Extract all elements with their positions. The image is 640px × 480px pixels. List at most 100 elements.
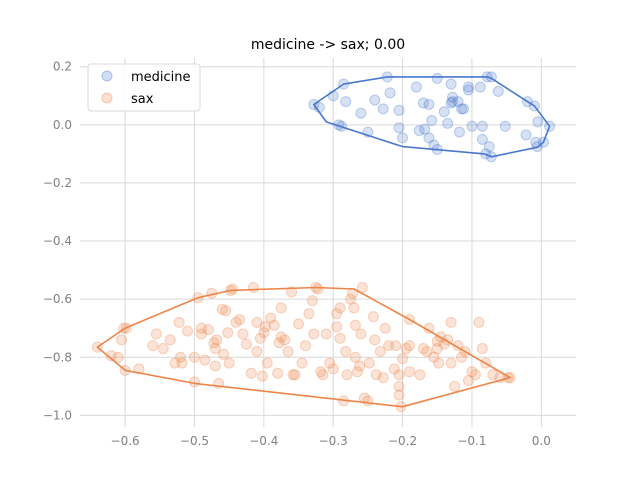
- sax-point: [175, 351, 187, 363]
- sax-point: [286, 286, 298, 298]
- y-tick-label: −0.2: [43, 176, 72, 190]
- y-tick-label: −1.0: [43, 408, 72, 422]
- sax-point: [324, 357, 336, 369]
- sax-point: [393, 389, 405, 401]
- sax-point: [395, 401, 407, 413]
- sax-point: [377, 372, 389, 384]
- medicine-point: [431, 72, 443, 84]
- sax-point: [275, 331, 287, 343]
- sax-point: [438, 338, 450, 350]
- sax-point: [223, 357, 235, 369]
- sax-point: [374, 345, 386, 357]
- medicine-point: [413, 125, 425, 137]
- medicine-point: [447, 91, 459, 103]
- medicine-point: [419, 123, 431, 135]
- sax-point: [414, 369, 426, 381]
- medicine-point: [393, 122, 405, 134]
- sax-point: [169, 357, 181, 369]
- sax-point: [487, 369, 499, 381]
- sax-point: [502, 372, 514, 384]
- medicine-point: [474, 81, 486, 93]
- medicine-point: [485, 151, 497, 163]
- sax-point: [216, 303, 228, 315]
- sax-point: [192, 292, 204, 304]
- sax-point: [354, 360, 366, 372]
- x-tick-label: −0.3: [319, 434, 348, 448]
- medicine-point: [483, 141, 495, 153]
- sax-point: [334, 302, 346, 314]
- sax-point: [251, 345, 263, 357]
- sax-point: [118, 322, 130, 334]
- sax-point: [199, 354, 211, 366]
- sax-point: [445, 357, 457, 369]
- data-points: [91, 71, 556, 413]
- medicine-point: [528, 100, 540, 112]
- sax-point: [473, 316, 485, 328]
- sax-point: [91, 341, 103, 353]
- sax-point: [435, 331, 447, 343]
- sax-point: [404, 340, 416, 352]
- y-tick-label: 0.0: [53, 118, 72, 132]
- sax-point: [331, 321, 343, 333]
- y-tick-label: −0.8: [43, 350, 72, 364]
- sax-point: [265, 312, 277, 324]
- sax-point: [338, 395, 350, 407]
- sax-point: [120, 322, 132, 334]
- medicine-point: [456, 103, 468, 115]
- sax-point: [390, 340, 402, 352]
- sax-point: [150, 328, 162, 340]
- medicine-point: [530, 136, 542, 148]
- sax-point: [195, 322, 207, 334]
- sax-point: [445, 316, 457, 328]
- sax-point: [452, 340, 464, 352]
- sax-point: [341, 369, 353, 381]
- sax-point: [279, 334, 291, 346]
- sax-point: [293, 318, 305, 330]
- sax-point: [400, 343, 412, 355]
- sax-point: [164, 334, 176, 346]
- sax-point: [206, 287, 218, 299]
- sax-hull: [96, 286, 511, 408]
- sax-point: [449, 380, 461, 392]
- sax-point: [254, 332, 266, 344]
- sax-point: [379, 322, 391, 334]
- sax-point: [209, 360, 221, 372]
- sax-point: [287, 369, 299, 381]
- medicine-point: [338, 78, 350, 90]
- sax-point: [320, 328, 332, 340]
- sax-point: [133, 363, 145, 375]
- sax-point: [358, 392, 370, 404]
- medicine-point: [355, 107, 367, 119]
- sax-point: [397, 353, 409, 365]
- sax-point: [327, 363, 339, 375]
- sax-point: [105, 350, 117, 362]
- medicine-point: [442, 117, 454, 129]
- medicine-point: [369, 94, 381, 106]
- sax-point: [112, 351, 124, 363]
- medicine-point: [428, 139, 440, 151]
- medicine-point: [410, 81, 422, 93]
- sax-point: [282, 345, 294, 357]
- sax-point: [349, 351, 361, 363]
- sax-point: [296, 357, 308, 369]
- sax-point: [303, 308, 315, 320]
- medicine-point: [397, 132, 409, 144]
- medicine-point: [481, 71, 493, 83]
- sax-point: [417, 343, 429, 355]
- medicine-point: [531, 141, 543, 153]
- sax-point: [340, 345, 352, 357]
- medicine-point: [393, 104, 405, 116]
- sax-point: [176, 357, 188, 369]
- sax-point: [334, 332, 346, 344]
- sax-point: [256, 370, 268, 382]
- sax-point: [222, 327, 234, 339]
- medicine-point: [520, 129, 532, 141]
- sax-point: [147, 340, 159, 352]
- medicine-point: [333, 119, 345, 131]
- medicine-point: [426, 114, 438, 126]
- sax-point: [504, 372, 516, 384]
- medicine-point: [445, 97, 457, 109]
- x-tick-label: −0.2: [388, 434, 417, 448]
- medicine-point: [466, 120, 478, 132]
- sax-point: [469, 369, 481, 381]
